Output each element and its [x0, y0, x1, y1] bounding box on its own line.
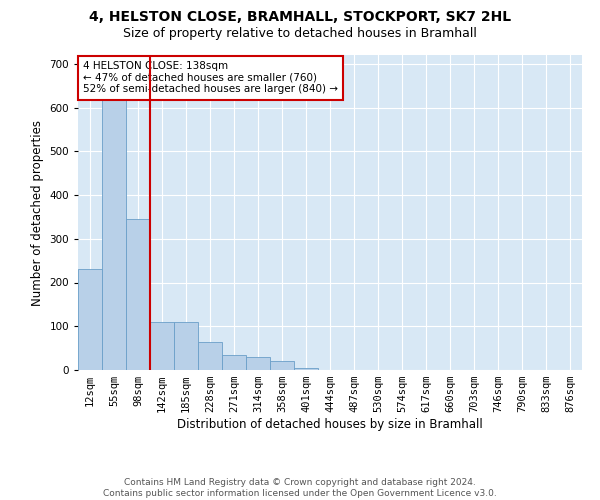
Text: 4 HELSTON CLOSE: 138sqm
← 47% of detached houses are smaller (760)
52% of semi-d: 4 HELSTON CLOSE: 138sqm ← 47% of detache… [83, 62, 338, 94]
Text: Size of property relative to detached houses in Bramhall: Size of property relative to detached ho… [123, 28, 477, 40]
X-axis label: Distribution of detached houses by size in Bramhall: Distribution of detached houses by size … [177, 418, 483, 431]
Text: 4, HELSTON CLOSE, BRAMHALL, STOCKPORT, SK7 2HL: 4, HELSTON CLOSE, BRAMHALL, STOCKPORT, S… [89, 10, 511, 24]
Bar [270, 361, 294, 370]
Text: Contains HM Land Registry data © Crown copyright and database right 2024.
Contai: Contains HM Land Registry data © Crown c… [103, 478, 497, 498]
Bar [174, 322, 198, 370]
Y-axis label: Number of detached properties: Number of detached properties [31, 120, 44, 306]
Bar [78, 270, 102, 370]
Bar [150, 322, 174, 370]
Bar [246, 357, 270, 370]
Bar [198, 342, 222, 370]
Bar [222, 354, 246, 370]
Bar [102, 86, 126, 370]
Bar [126, 219, 150, 370]
Bar [294, 368, 318, 370]
